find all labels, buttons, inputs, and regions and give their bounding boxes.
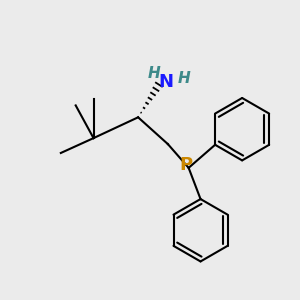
Text: H: H xyxy=(147,66,160,81)
Text: H: H xyxy=(178,71,190,86)
Text: N: N xyxy=(158,73,173,91)
Text: P: P xyxy=(180,157,193,175)
